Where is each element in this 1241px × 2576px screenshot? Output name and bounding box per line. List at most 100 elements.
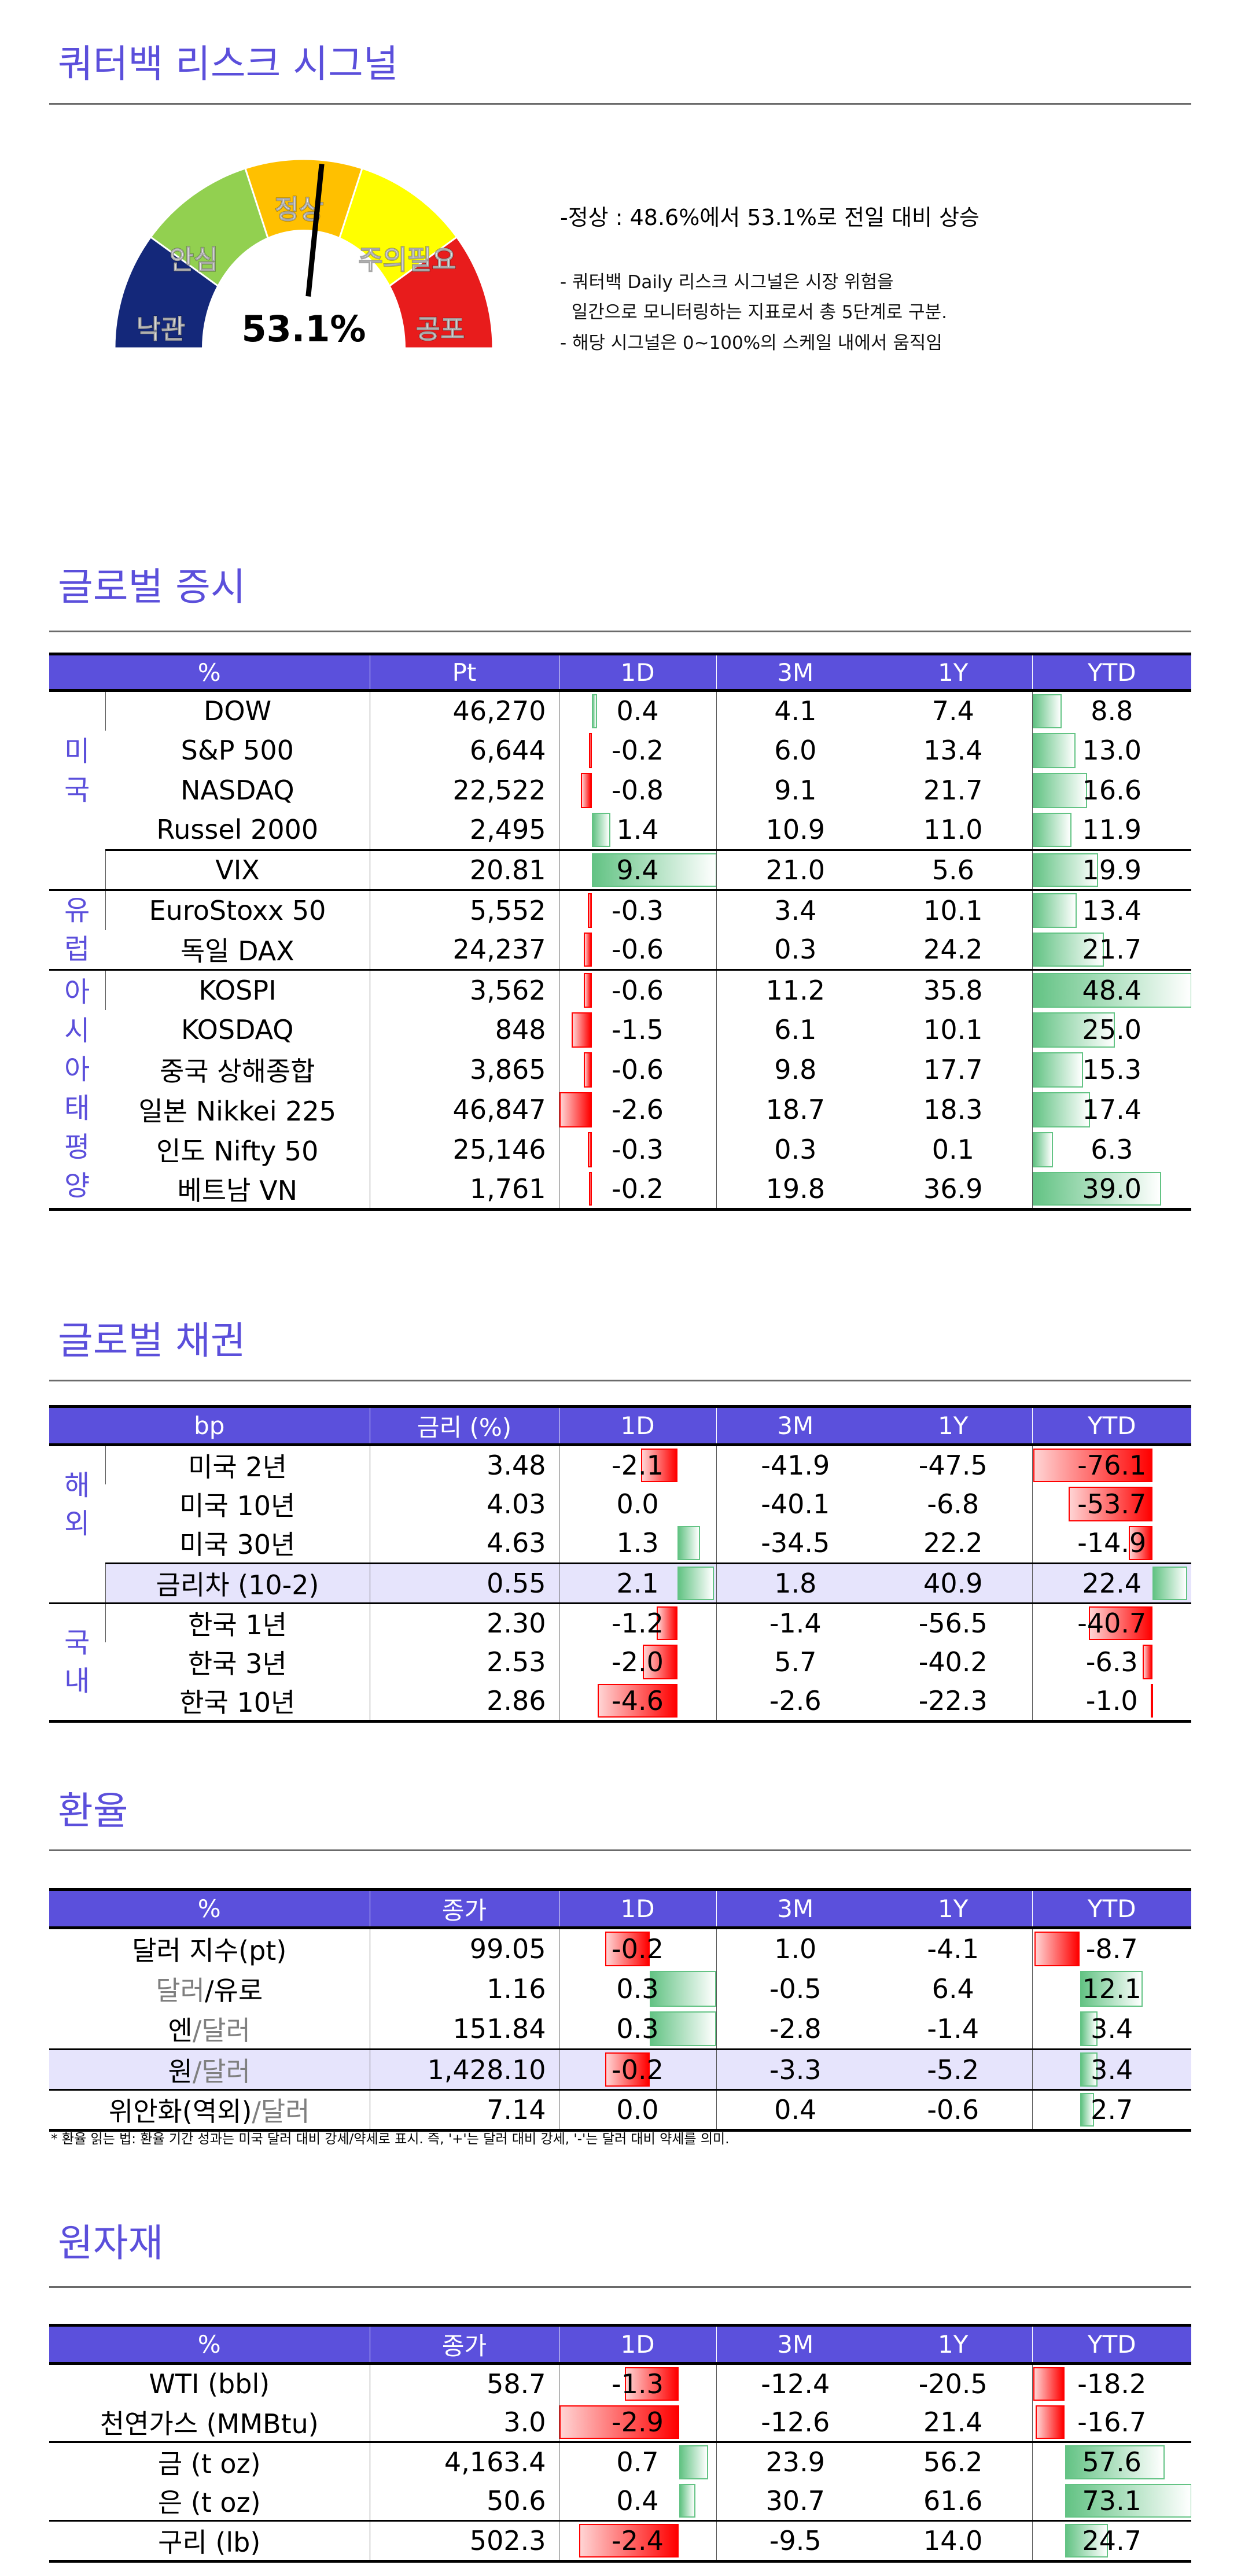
close-value: 1.16 xyxy=(369,1968,559,2009)
region-char: 미 xyxy=(64,735,90,768)
return-1y: -22.3 xyxy=(874,1682,1033,1723)
name-part: 달러 xyxy=(156,1974,205,2006)
positive-bar xyxy=(1033,1052,1083,1088)
positive-bar xyxy=(1033,893,1077,928)
return-1d: 1.4 xyxy=(558,810,717,850)
region-char: 태 xyxy=(64,1092,90,1125)
return-3m: 21.0 xyxy=(716,849,875,890)
negative-bar xyxy=(605,1932,650,1966)
return-1y: 24.2 xyxy=(874,930,1032,970)
close-value: 848 xyxy=(369,1009,559,1050)
instrument-name: 독일 DAX xyxy=(180,935,294,967)
region-label xyxy=(49,1563,105,1603)
return-1y: 21.7 xyxy=(874,771,1032,810)
return-3m-value: 21.0 xyxy=(765,854,825,886)
bonds-title: 글로벌 채권 xyxy=(58,1318,246,1363)
section-divider xyxy=(49,2286,1191,2288)
return-1d: -1.2 xyxy=(558,1602,717,1642)
close-value: 1,761 xyxy=(369,1169,559,1211)
table-row: 한국 10년 2.86 -4.6 -2.6 -22.3 -1.0 xyxy=(49,1682,1192,1723)
return-1d-value: 0.3 xyxy=(616,2013,659,2044)
return-ytd-value: -14.9 xyxy=(1077,1527,1147,1559)
return-3m-value: 3.4 xyxy=(774,894,817,926)
negative-bar xyxy=(1034,1932,1080,1966)
return-ytd: 8.8 xyxy=(1032,690,1192,731)
table-row: 유 럽 EuroStoxx 50 5,552 -0.3 3.4 10.1 13.4 xyxy=(49,889,1192,970)
instrument-name: 중국 상해종합 xyxy=(159,1056,315,1087)
commodities-title: 원자재 xyxy=(58,2221,164,2265)
return-3m-value: -1.4 xyxy=(769,1607,822,1639)
return-1y: 7.4 xyxy=(874,691,1032,731)
negative-bar xyxy=(1036,2405,1065,2439)
table-row: WTI (bbl) 58.7 -1.3 -12.4 -20.5 -18.2 xyxy=(49,2363,1191,2403)
return-3m-value: -3.3 xyxy=(769,2054,822,2085)
return-ytd-value: 6.3 xyxy=(1091,1134,1133,1165)
table-row: 중국 상해종합 3,865 -0.6 9.8 17.7 15.3 xyxy=(49,1049,1192,1090)
positive-bar xyxy=(679,2483,696,2518)
instrument-name: 은 (t oz) xyxy=(157,2486,261,2518)
return-1y-value: 6.4 xyxy=(931,1973,974,2004)
positive-bar xyxy=(1033,1092,1090,1127)
positive-bar xyxy=(1033,973,1192,1008)
return-3m-value: 1.0 xyxy=(774,1933,817,1965)
negative-bar xyxy=(581,772,592,808)
return-1d: 0.0 xyxy=(558,1484,717,1524)
positive-bar xyxy=(679,2445,708,2479)
return-1y: -0.6 xyxy=(874,2089,1032,2132)
table-row: 엔/달러 151.84 0.3 -2.8 -1.4 3.4 xyxy=(49,2009,1191,2050)
return-1d: -0.2 xyxy=(558,1928,716,1969)
return-ytd: 13.4 xyxy=(1032,889,1192,930)
return-1y: 18.3 xyxy=(874,1090,1032,1130)
region-char: 유 xyxy=(64,894,90,927)
return-1y: 14.0 xyxy=(874,2520,1032,2563)
risk-note-1: - 쿼터백 Daily 리스크 시그널은 시장 위험을 xyxy=(560,272,894,293)
return-ytd: 21.7 xyxy=(1032,930,1192,970)
name-part: 달러 지수(pt) xyxy=(132,1934,287,1966)
negative-bar xyxy=(579,2524,679,2557)
gauge-center xyxy=(202,230,406,359)
gauge-label: 안심 xyxy=(170,244,219,275)
return-ytd: 3.4 xyxy=(1032,2009,1191,2050)
return-3m-value: 11.2 xyxy=(765,974,825,1006)
instrument-name: DOW xyxy=(105,690,370,731)
return-1d: 0.7 xyxy=(558,2441,716,2482)
close-value: 2,495 xyxy=(369,810,559,850)
table-row: 미국 10년 4.03 0.0 -40.1 -6.8 -53.7 xyxy=(49,1484,1192,1524)
return-1d-value: -0.6 xyxy=(612,934,664,965)
risk-note-3: - 해당 시그널은 0~100%의 스케일 내에서 움직임 xyxy=(560,333,942,353)
return-1d: -0.6 xyxy=(558,969,717,1010)
return-1d-value: -1.5 xyxy=(612,1014,664,1045)
return-ytd-value: 16.6 xyxy=(1082,775,1141,806)
return-3m: 0.4 xyxy=(716,2089,874,2132)
table-row: 베트남 VN 1,761 -0.2 19.8 36.9 39.0 xyxy=(49,1169,1192,1211)
return-1d-value: -2.0 xyxy=(612,1646,664,1678)
column-header: 1D xyxy=(558,1405,717,1446)
positive-bar xyxy=(1033,772,1088,808)
positive-bar xyxy=(1080,2093,1094,2127)
return-1y-value: -56.5 xyxy=(918,1607,988,1639)
negative-bar xyxy=(583,1052,592,1088)
column-header: % xyxy=(49,1888,370,1929)
return-1d: -2.9 xyxy=(558,2402,716,2442)
return-ytd: 12.1 xyxy=(1032,1968,1191,2009)
equities-title: 글로벌 증시 xyxy=(58,565,246,609)
column-header: % xyxy=(49,2324,370,2365)
column-header: 1D xyxy=(558,2324,716,2365)
return-3m-value: 6.1 xyxy=(774,1014,817,1045)
return-1d-value: 9.4 xyxy=(616,854,659,886)
return-1y-value: 21.7 xyxy=(923,775,983,806)
gauge-label: 공포 xyxy=(416,314,465,345)
return-3m: 0.3 xyxy=(716,930,875,970)
column-header: 3M xyxy=(716,1888,874,1929)
return-3m: -41.9 xyxy=(716,1444,875,1484)
positive-bar xyxy=(591,694,597,728)
return-ytd: 11.9 xyxy=(1032,810,1192,850)
table-row: 한국 3년 2.53 -2.0 5.7 -40.2 -6.3 xyxy=(49,1642,1192,1682)
column-header: Pt xyxy=(369,653,559,692)
table-row: 미국 30년 4.63 1.3 -34.5 22.2 -14.9 xyxy=(49,1524,1192,1563)
region-char: 시 xyxy=(64,1015,90,1047)
return-ytd: 3.4 xyxy=(1032,2048,1191,2090)
table-row: 달러 지수(pt) 99.05 -0.2 1.0 -4.1 -8.7 xyxy=(49,1928,1191,1969)
